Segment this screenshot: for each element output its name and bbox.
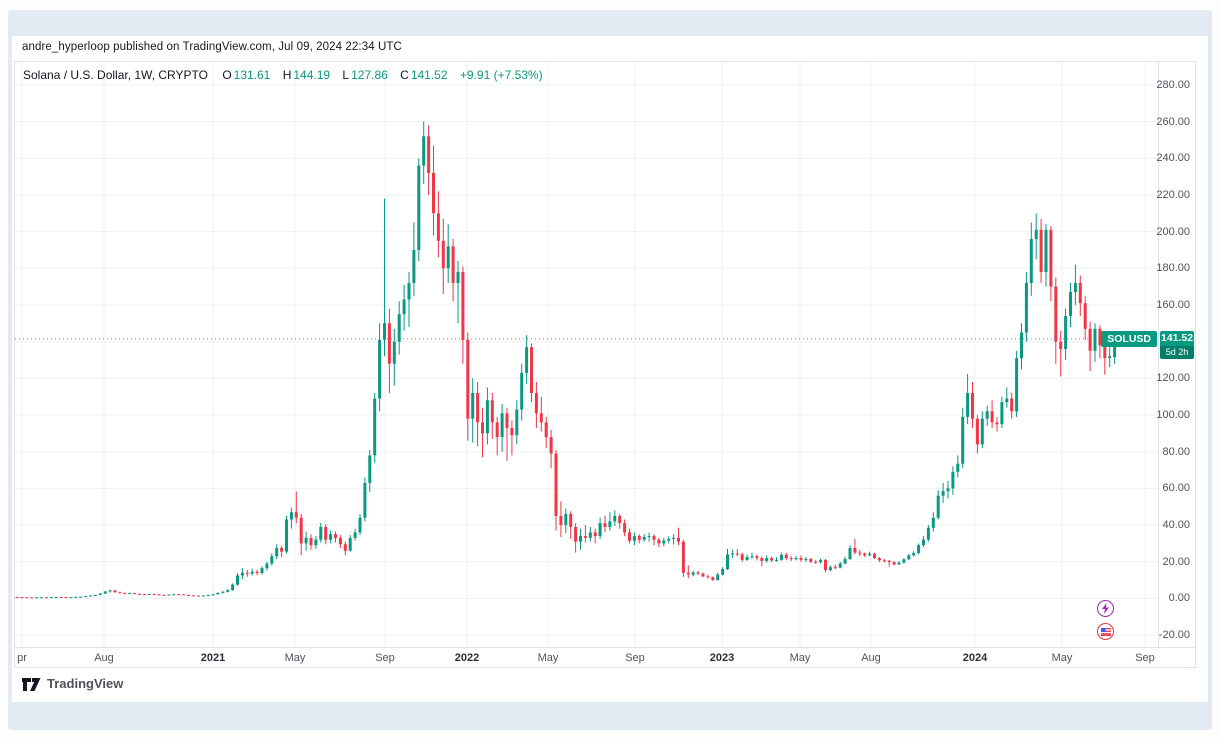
legend-change: +9.91 (+7.53%) xyxy=(459,68,543,82)
price-tick-label: 160.00 xyxy=(1156,299,1190,311)
symbol-price-flag: SOLUSD xyxy=(1101,331,1157,347)
candlestick-chart xyxy=(15,62,1158,647)
tradingview-logo-icon xyxy=(22,677,41,691)
price-tick-label: -20.00 xyxy=(1158,629,1190,641)
last-price-label: 141.52 5d 2h xyxy=(1160,331,1194,359)
legend-close-label: C xyxy=(400,68,409,82)
price-axis[interactable]: 280.00 260.00 240.00 220.00 200.00 180.00 160.… xyxy=(1156,62,1196,647)
time-tick-label: 2021 xyxy=(200,652,226,664)
time-tick-label: May xyxy=(1051,652,1073,664)
legend-open-value: 131.61 xyxy=(233,68,271,82)
time-tick-label: May xyxy=(537,652,559,664)
time-tick-label: 2022 xyxy=(454,652,480,664)
time-tick-label: May xyxy=(789,652,811,664)
price-tick-label: 80.00 xyxy=(1162,446,1190,458)
legend-low-value: 127.86 xyxy=(351,68,388,82)
price-tick-label: 280.00 xyxy=(1156,79,1190,91)
attribution-line: andre_hyperloop published on TradingView… xyxy=(22,41,402,53)
time-axis[interactable]: pr Aug 2021 May Sep 2022 May Sep 2023 May Aug 2024 M… xyxy=(15,647,1195,668)
bar-countdown: 5d 2h xyxy=(1160,346,1194,359)
events-marker-button[interactable] xyxy=(1097,623,1114,640)
chart-pane: Solana / U.S. Dollar, 1W, CRYPTO O 131.61… xyxy=(14,61,1196,668)
price-tick-label: 0.00 xyxy=(1168,592,1190,604)
lightning-icon xyxy=(1102,603,1109,614)
time-tick-label: May xyxy=(284,652,306,664)
chart-legend[interactable]: Solana / U.S. Dollar, 1W, CRYPTO O 131.61… xyxy=(23,68,545,82)
price-tick-label: 120.00 xyxy=(1156,372,1190,384)
price-tick-label: 200.00 xyxy=(1156,226,1190,238)
time-tick-label: 2023 xyxy=(709,652,735,664)
time-tick-label: Sep xyxy=(375,652,395,664)
tradingview-logo-text: TradingView xyxy=(47,676,124,691)
last-price-value: 141.52 xyxy=(1160,332,1194,344)
price-tick-label: 260.00 xyxy=(1156,116,1190,128)
legend-close-value: 141.52 xyxy=(410,68,448,82)
time-tick-label: 2024 xyxy=(962,652,988,664)
us-flag-icon xyxy=(1100,627,1111,636)
price-tick-label: 20.00 xyxy=(1162,556,1190,568)
tradingview-logo-link[interactable]: TradingView xyxy=(22,676,123,691)
time-tick-label: Aug xyxy=(94,652,114,664)
price-tick-label: 180.00 xyxy=(1156,262,1190,274)
time-tick-label: pr xyxy=(17,652,27,664)
time-tick-label: Aug xyxy=(861,652,881,664)
legend-open-label: O xyxy=(222,68,232,82)
price-tick-label: 40.00 xyxy=(1162,519,1190,531)
time-tick-label: Sep xyxy=(625,652,645,664)
legend-high-value: 144.19 xyxy=(293,68,331,82)
time-tick-label: Sep xyxy=(1135,652,1155,664)
legend-high-label: H xyxy=(282,68,292,82)
price-tick-label: 60.00 xyxy=(1162,482,1190,494)
chart-plot-area[interactable] xyxy=(15,62,1158,647)
price-tick-label: 100.00 xyxy=(1156,409,1190,421)
price-tick-label: 240.00 xyxy=(1156,152,1190,164)
legend-low-label: L xyxy=(342,68,350,82)
legend-symbol-title: Solana / U.S. Dollar, 1W, CRYPTO xyxy=(23,68,208,82)
price-tick-label: 220.00 xyxy=(1156,189,1190,201)
idea-marker-button[interactable] xyxy=(1097,600,1114,617)
